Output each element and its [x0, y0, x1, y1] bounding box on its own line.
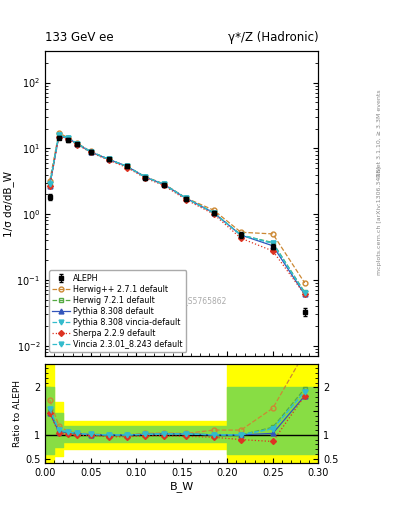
Pythia 8.308 vincia-default	[66, 135, 70, 141]
Pythia 8.308 default	[270, 243, 275, 249]
Herwig 7.2.1 default	[143, 174, 148, 180]
Herwig++ 2.7.1 default	[270, 231, 275, 237]
Vincia 2.3.01_8.243 default	[66, 135, 70, 141]
X-axis label: B_W: B_W	[170, 481, 194, 492]
Herwig++ 2.7.1 default	[143, 174, 148, 180]
Pythia 8.308 default	[211, 209, 216, 216]
Herwig 7.2.1 default	[125, 163, 130, 169]
Vincia 2.3.01_8.243 default	[211, 209, 216, 216]
Pythia 8.308 vincia-default	[88, 148, 93, 155]
Pythia 8.308 default	[57, 133, 61, 139]
Pythia 8.308 vincia-default	[270, 240, 275, 246]
Text: ALEPH_2004_S5765862: ALEPH_2004_S5765862	[137, 296, 227, 306]
Vincia 2.3.01_8.243 default	[57, 132, 61, 138]
Pythia 8.308 vincia-default	[143, 174, 148, 180]
Vincia 2.3.01_8.243 default	[125, 163, 130, 169]
Sherpa 2.2.9 default	[107, 157, 111, 163]
Herwig 7.2.1 default	[211, 209, 216, 216]
Herwig++ 2.7.1 default	[211, 207, 216, 213]
Pythia 8.308 default	[88, 149, 93, 155]
Pythia 8.308 default	[107, 156, 111, 162]
Line: Pythia 8.308 vincia-default: Pythia 8.308 vincia-default	[47, 133, 307, 295]
Legend: ALEPH, Herwig++ 2.7.1 default, Herwig 7.2.1 default, Pythia 8.308 default, Pythi: ALEPH, Herwig++ 2.7.1 default, Herwig 7.…	[49, 270, 186, 352]
Herwig++ 2.7.1 default	[125, 163, 130, 169]
Sherpa 2.2.9 default	[66, 136, 70, 142]
Sherpa 2.2.9 default	[270, 248, 275, 254]
Herwig++ 2.7.1 default	[107, 156, 111, 162]
Vincia 2.3.01_8.243 default	[88, 148, 93, 155]
Pythia 8.308 vincia-default	[107, 156, 111, 162]
Pythia 8.308 default	[161, 181, 166, 187]
Pythia 8.308 default	[302, 291, 307, 297]
Herwig 7.2.1 default	[270, 240, 275, 246]
Herwig 7.2.1 default	[161, 181, 166, 187]
Pythia 8.308 default	[66, 135, 70, 141]
Herwig++ 2.7.1 default	[239, 229, 243, 236]
Sherpa 2.2.9 default	[125, 164, 130, 170]
Pythia 8.308 vincia-default	[184, 196, 189, 202]
Line: Pythia 8.308 default: Pythia 8.308 default	[47, 134, 307, 297]
Pythia 8.308 default	[48, 183, 52, 189]
Text: Rivet 3.1.10, ≥ 3.3M events: Rivet 3.1.10, ≥ 3.3M events	[377, 89, 382, 177]
Vincia 2.3.01_8.243 default	[48, 181, 52, 187]
Pythia 8.308 default	[143, 174, 148, 180]
Herwig 7.2.1 default	[88, 149, 93, 155]
Line: Herwig 7.2.1 default: Herwig 7.2.1 default	[47, 133, 307, 294]
Herwig 7.2.1 default	[302, 289, 307, 295]
Sherpa 2.2.9 default	[211, 211, 216, 217]
Pythia 8.308 default	[125, 163, 130, 169]
Herwig++ 2.7.1 default	[66, 135, 70, 141]
Sherpa 2.2.9 default	[143, 175, 148, 181]
Y-axis label: 1/σ dσ/dB_W: 1/σ dσ/dB_W	[3, 170, 14, 237]
Sherpa 2.2.9 default	[88, 150, 93, 156]
Line: Sherpa 2.2.9 default: Sherpa 2.2.9 default	[48, 135, 307, 296]
Sherpa 2.2.9 default	[239, 235, 243, 241]
Herwig 7.2.1 default	[184, 196, 189, 202]
Sherpa 2.2.9 default	[57, 134, 61, 140]
Vincia 2.3.01_8.243 default	[270, 240, 275, 246]
Herwig++ 2.7.1 default	[302, 280, 307, 286]
Herwig++ 2.7.1 default	[88, 148, 93, 155]
Herwig++ 2.7.1 default	[57, 130, 61, 136]
Vincia 2.3.01_8.243 default	[107, 156, 111, 162]
Line: Herwig++ 2.7.1 default: Herwig++ 2.7.1 default	[47, 131, 307, 285]
Herwig 7.2.1 default	[57, 132, 61, 138]
Pythia 8.308 vincia-default	[161, 181, 166, 187]
Text: mcplots.cern.ch [arXiv:1306.3438]: mcplots.cern.ch [arXiv:1306.3438]	[377, 166, 382, 274]
Sherpa 2.2.9 default	[75, 141, 79, 147]
Pythia 8.308 vincia-default	[302, 290, 307, 296]
Vincia 2.3.01_8.243 default	[239, 232, 243, 238]
Vincia 2.3.01_8.243 default	[184, 196, 189, 202]
Y-axis label: Ratio to ALEPH: Ratio to ALEPH	[13, 380, 22, 447]
Pythia 8.308 default	[239, 232, 243, 238]
Vincia 2.3.01_8.243 default	[75, 141, 79, 147]
Pythia 8.308 vincia-default	[57, 132, 61, 138]
Herwig 7.2.1 default	[75, 141, 79, 147]
Line: Vincia 2.3.01_8.243 default: Vincia 2.3.01_8.243 default	[47, 133, 307, 295]
Sherpa 2.2.9 default	[161, 182, 166, 188]
Vincia 2.3.01_8.243 default	[161, 181, 166, 187]
Pythia 8.308 vincia-default	[239, 232, 243, 238]
Herwig++ 2.7.1 default	[184, 195, 189, 201]
Herwig 7.2.1 default	[66, 136, 70, 142]
Vincia 2.3.01_8.243 default	[143, 174, 148, 180]
Sherpa 2.2.9 default	[302, 291, 307, 297]
Sherpa 2.2.9 default	[184, 197, 189, 203]
Herwig++ 2.7.1 default	[75, 140, 79, 146]
Pythia 8.308 vincia-default	[211, 209, 216, 216]
Pythia 8.308 default	[184, 196, 189, 202]
Pythia 8.308 vincia-default	[125, 163, 130, 169]
Pythia 8.308 vincia-default	[75, 141, 79, 147]
Pythia 8.308 vincia-default	[48, 181, 52, 187]
Herwig 7.2.1 default	[48, 182, 52, 188]
Herwig 7.2.1 default	[107, 156, 111, 162]
Text: 133 GeV ee: 133 GeV ee	[45, 31, 114, 44]
Herwig 7.2.1 default	[239, 232, 243, 238]
Pythia 8.308 default	[75, 141, 79, 147]
Text: γ*/Z (Hadronic): γ*/Z (Hadronic)	[228, 31, 318, 44]
Vincia 2.3.01_8.243 default	[302, 290, 307, 296]
Herwig++ 2.7.1 default	[48, 178, 52, 184]
Sherpa 2.2.9 default	[48, 183, 52, 189]
Herwig++ 2.7.1 default	[161, 181, 166, 187]
